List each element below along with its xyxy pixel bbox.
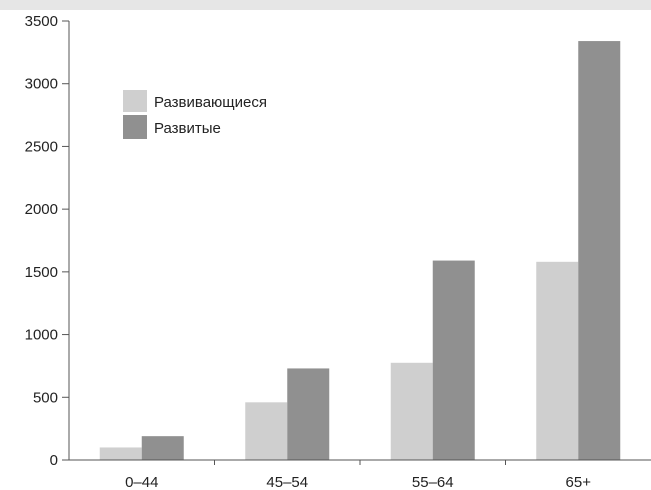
x-tick-label: 0–44 (125, 474, 158, 490)
legend-label-developing: Развивающиеся (154, 94, 267, 111)
y-tick-label: 1500 (25, 264, 58, 281)
bar-developing-0 (99, 447, 142, 460)
y-tick-label: 2500 (25, 138, 58, 155)
legend-label-developed: Развитые (154, 120, 221, 137)
y-tick-label: 3500 (25, 13, 58, 30)
x-tick-label: 65+ (566, 474, 592, 490)
y-tick-label: 1000 (25, 327, 58, 344)
bar-developed-1 (287, 368, 330, 460)
bar-developing-3 (536, 261, 579, 460)
y-tick-label: 3000 (25, 76, 58, 93)
y-tick-label: 2000 (25, 201, 58, 218)
y-tick-label: 0 (50, 452, 58, 469)
legend-swatch-developed (123, 115, 147, 139)
bar-developed-2 (432, 260, 475, 460)
x-axis-ticks: 0–44 45–54 55–64 65+ (125, 460, 591, 490)
bar-developing-2 (390, 362, 433, 460)
bars (99, 41, 621, 460)
x-tick-label: 45–54 (266, 474, 308, 490)
bar-developed-3 (578, 41, 621, 460)
bar-developing-1 (245, 402, 288, 460)
legend-swatch-developing (123, 90, 147, 112)
bar-developed-0 (141, 436, 184, 460)
x-tick-label: 55–64 (412, 474, 454, 490)
top-band (0, 0, 651, 10)
legend: Развивающиеся Развитые (123, 90, 267, 139)
y-tick-label: 500 (33, 389, 58, 406)
y-axis-ticks: 0 500 1000 1500 2000 2500 3000 3500 (25, 13, 69, 469)
